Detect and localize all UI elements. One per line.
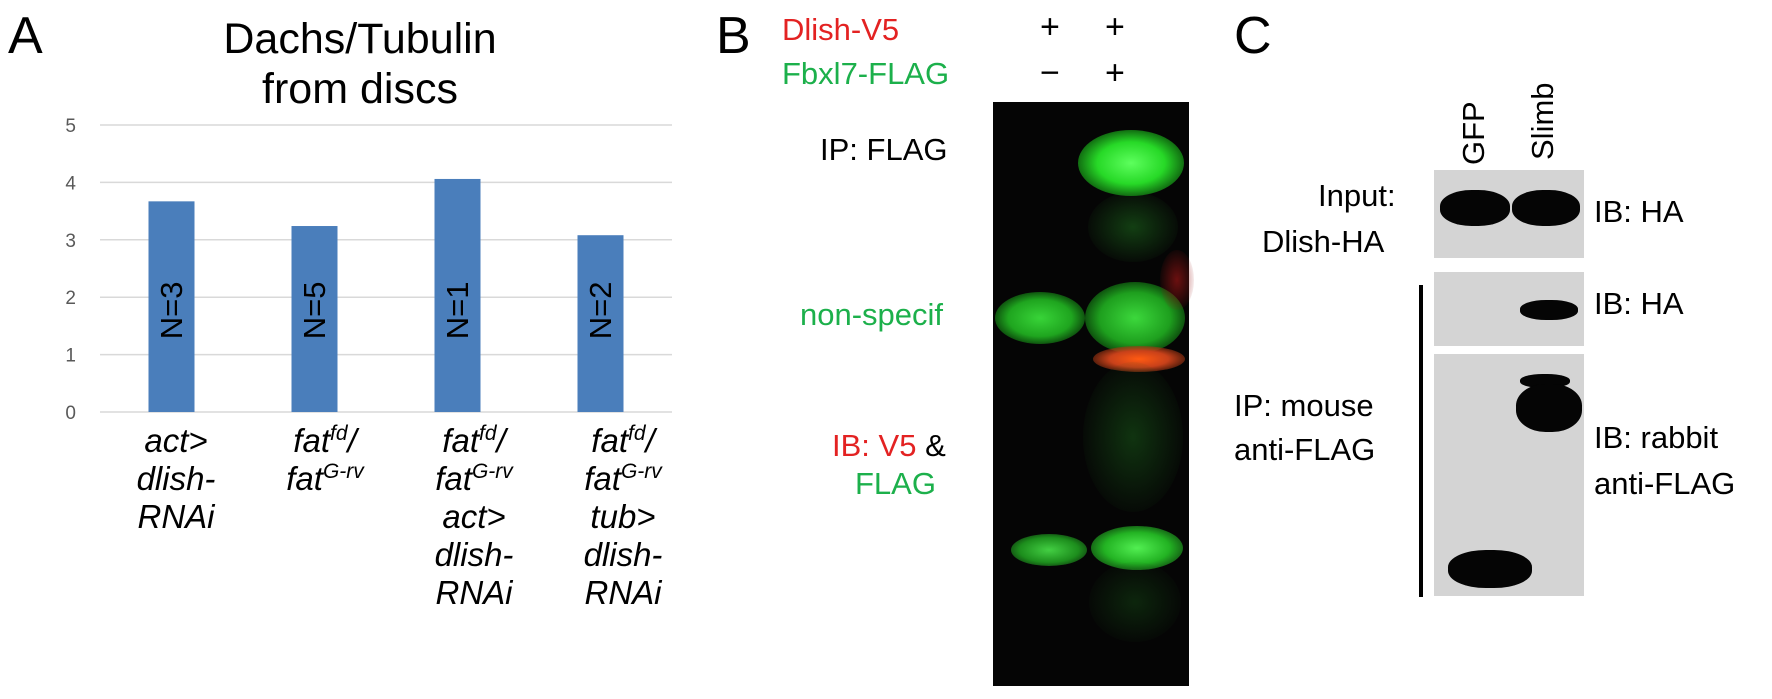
lane1-dlish-sign: + xyxy=(1040,8,1060,46)
chart-title: Dachs/Tubulin from discs xyxy=(160,14,560,114)
gel-ip-ha xyxy=(1434,272,1584,346)
gel-ip-flag-band-slimb xyxy=(1516,384,1582,432)
ib-prefix: IB: xyxy=(832,428,870,463)
blot-band-bottom-lane1 xyxy=(1011,534,1087,566)
lane-label-slimb: Slimb xyxy=(1525,82,1560,160)
category-label-4: fatfd/ fatG-rv tub> dlish- RNAi xyxy=(583,422,663,611)
ib-v5: V5 xyxy=(878,428,917,463)
y-tick-label-2: 2 xyxy=(65,288,76,309)
gel-input-band-gfp xyxy=(1440,190,1510,226)
category-label-1: act> dlish- RNAi xyxy=(136,422,216,535)
input-label-line-1: Input: xyxy=(1318,178,1396,213)
category-label-2: fatfd/ fatG-rv xyxy=(286,422,364,497)
ip-mouse-label-line-2: anti-FLAG xyxy=(1234,432,1376,467)
blot-band-ip-flag xyxy=(1078,130,1184,196)
ib-ampersand: & xyxy=(925,428,946,463)
blot-smear-lane2-low xyxy=(1089,562,1181,642)
ip-bracket-line xyxy=(1419,285,1423,597)
bar-1 xyxy=(148,201,195,412)
ib-v5-flag-label-line-1: IB: V5 & xyxy=(832,430,946,461)
ib-ha-label-middle: IB: HA xyxy=(1594,286,1684,321)
ib-rabbit-label-line-1: IB: rabbit xyxy=(1594,420,1719,455)
lane2-fbxl7-sign: + xyxy=(1105,54,1125,92)
bar-chart: N=3 N=5 N=1 N=2 0 1 2 3 4 5 xyxy=(65,116,672,420)
bar-label-2: N=5 xyxy=(297,282,332,340)
category-label-3: fatfd/ fatG-rv act> dlish- RNAi xyxy=(434,422,514,611)
gel-input xyxy=(1434,170,1584,258)
input-label-line-2: Dlish-HA xyxy=(1262,224,1385,259)
category-1-act: act xyxy=(144,422,189,459)
panel-letter-c: C xyxy=(1234,7,1272,65)
y-tick-label-3: 3 xyxy=(65,231,76,252)
lane-label-gfp: GFP xyxy=(1456,101,1491,165)
bar-label-3: N=1 xyxy=(440,282,475,340)
y-tick-label-0: 0 xyxy=(65,403,76,420)
panel-letter-b: B xyxy=(716,7,751,65)
blot-band-upper-smear xyxy=(1088,192,1178,262)
bar-4 xyxy=(577,235,624,412)
nonspecific-label: non-specif xyxy=(800,297,944,332)
bar-2 xyxy=(291,226,338,412)
ib-ha-label-top: IB: HA xyxy=(1594,194,1684,229)
y-tick-label-4: 4 xyxy=(65,173,76,194)
panel-letter-a: A xyxy=(8,7,43,65)
chart-title-line-1: Dachs/Tubulin xyxy=(223,15,497,63)
lane2-dlish-sign: + xyxy=(1105,8,1125,46)
western-blot-fluorescent xyxy=(993,102,1189,686)
blot-band-nonspecific-lane1 xyxy=(995,292,1085,344)
ib-flag-label: FLAG xyxy=(855,466,936,501)
chart-title-line-2: from discs xyxy=(262,65,458,113)
fbxl7-flag-row-label: Fbxl7-FLAG xyxy=(782,56,950,91)
ip-mouse-label-line-1: IP: mouse xyxy=(1234,388,1374,423)
gel-ip-ha-band-slimb xyxy=(1520,300,1578,320)
lane1-fbxl7-sign: − xyxy=(1040,54,1060,92)
bar-3 xyxy=(434,178,481,412)
y-tick-label-1: 1 xyxy=(65,346,76,367)
y-tick-label-5: 5 xyxy=(65,116,76,137)
bar-label-1: N=3 xyxy=(154,282,189,340)
gel-ip-flag-band-gfp xyxy=(1448,550,1532,588)
dlish-v5-row-label: Dlish-V5 xyxy=(782,12,900,47)
ip-flag-label: IP: FLAG xyxy=(820,132,948,167)
gel-ip-flag xyxy=(1434,354,1584,596)
blot-edge-red-smudge xyxy=(1160,250,1194,310)
blot-smear-lane2-mid xyxy=(1083,362,1183,512)
bar-label-4: N=2 xyxy=(583,282,618,340)
gel-input-band-slimb xyxy=(1512,190,1580,226)
ib-rabbit-label-line-2: anti-FLAG xyxy=(1594,466,1736,501)
